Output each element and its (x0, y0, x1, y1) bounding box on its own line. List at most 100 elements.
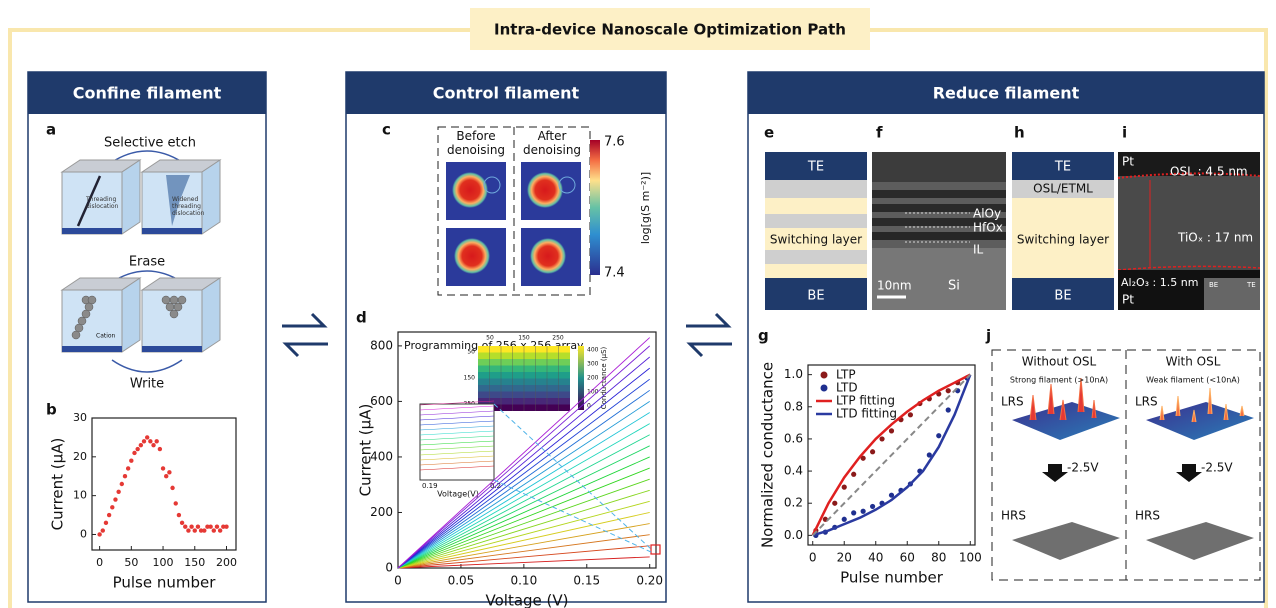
data-point (132, 450, 137, 456)
data-point (217, 528, 223, 533)
subfigure-label: d (356, 309, 367, 327)
data-point (135, 446, 140, 452)
data-point (224, 524, 229, 529)
data-point (151, 442, 156, 448)
cube-label: Cation (96, 333, 116, 340)
y-tick-label: 0.8 (784, 399, 803, 413)
scale-bar-label: 10nm (877, 279, 912, 293)
bias-label: -2.5V (1067, 461, 1099, 475)
data-point (141, 439, 147, 444)
data-point (119, 481, 125, 487)
banner-title: Intra-device Nanoscale Optimization Path (494, 21, 846, 39)
data-point (103, 520, 109, 526)
inset-tick-label: 150 (464, 375, 476, 382)
outer-frame (8, 28, 1268, 608)
data-point (888, 428, 895, 434)
inset-colorbar (578, 346, 584, 410)
layer-label: AlOy (973, 207, 1001, 221)
subfigure-label: i (1122, 124, 1127, 142)
inset-line (419, 455, 495, 461)
subfigure-label: b (46, 401, 57, 419)
inset-tick-label: 100 (587, 389, 599, 396)
data-point (138, 442, 144, 448)
data-point (907, 412, 914, 418)
data-line (397, 456, 650, 569)
data-point (869, 503, 876, 510)
bias-label: -2.5V (1201, 461, 1233, 475)
data-line (397, 434, 650, 569)
layer-stack (1012, 152, 1114, 310)
data-line (397, 367, 650, 569)
exchange-arrow (282, 312, 732, 358)
x-tick-label: 20 (837, 551, 852, 565)
data-point (164, 474, 169, 479)
inset-line (419, 445, 495, 451)
layer-label: IL (973, 243, 984, 257)
y-tick-label: 30 (73, 411, 87, 424)
panel-title: Confine filament (73, 84, 222, 103)
cube-label: Threading dislocation (86, 196, 119, 210)
conductance-map (446, 162, 581, 286)
step-label: Write (130, 377, 164, 392)
x-tick-label: 80 (931, 551, 946, 565)
layer-label: TiOₓ : 17 nm (1177, 231, 1253, 245)
inset-line (419, 405, 495, 411)
cube-label: Widened threading dislocation (172, 196, 205, 217)
panel-header (28, 72, 266, 114)
colorbar (590, 140, 600, 275)
inset-tick-label: 300 (587, 361, 599, 368)
x-tick-label: 150 (184, 556, 205, 569)
annotation: Weak filament (<10nA) (1146, 376, 1240, 385)
data-line (397, 337, 651, 569)
data-line (397, 345, 651, 569)
data-line (397, 512, 650, 569)
data-point (221, 524, 226, 529)
layer-label: BE (807, 289, 824, 304)
data-line (397, 478, 650, 569)
data-point (214, 524, 220, 529)
layer-label: OSL/ETML (1033, 182, 1093, 196)
x-axis-label: Pulse number (113, 574, 217, 592)
data-line (397, 423, 650, 569)
data-point (157, 446, 163, 452)
inset-line (419, 430, 495, 436)
data-point (192, 528, 197, 533)
x-tick-label: 200 (216, 556, 237, 569)
layer-label: TE (1054, 160, 1071, 175)
x-tick-label: 0 (96, 556, 103, 569)
y-tick-label: 600 (370, 394, 393, 408)
data-point (154, 439, 159, 444)
data-point (189, 524, 194, 529)
state-label: HRS (1001, 509, 1026, 523)
data-point (888, 492, 895, 498)
data-point (879, 436, 885, 442)
step-label: Selective etch (104, 136, 196, 151)
x-tick-label: 40 (868, 551, 883, 565)
data-line (397, 378, 650, 569)
data-point (202, 528, 207, 533)
inset-line (419, 415, 495, 421)
inset-line (419, 465, 495, 471)
data-point (926, 452, 932, 458)
subfigure-label: e (764, 124, 774, 142)
step-arrow (111, 359, 183, 373)
data-line (397, 467, 650, 569)
inset-line (419, 440, 495, 446)
data-point (841, 516, 847, 522)
data-line (397, 545, 650, 569)
layer-label: Pt (1122, 155, 1134, 169)
data-point (167, 470, 172, 475)
data-point (841, 484, 847, 490)
guide-line (493, 479, 652, 553)
inset-label: TE (1246, 281, 1256, 289)
inset-tick-label: 50 (467, 349, 475, 356)
layer-label: Si (948, 279, 960, 294)
guide-line (493, 403, 652, 550)
device-cube (60, 159, 222, 235)
panel-header (748, 72, 1264, 114)
colorbar-tick-label: 7.6 (604, 135, 625, 150)
data-point (851, 510, 857, 516)
inset-tick-label: 400 (587, 347, 599, 354)
layer-label: OSL : 4.5 nm (1170, 165, 1248, 179)
inset-line (419, 420, 495, 426)
